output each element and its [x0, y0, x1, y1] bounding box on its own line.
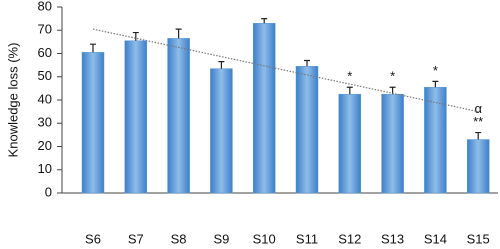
- bar: [466, 139, 490, 194]
- y-axis-label: Knowledge loss (%): [5, 43, 20, 158]
- error-bar: [132, 31, 139, 41]
- annotation: *: [347, 69, 352, 84]
- x-tick-label: S13: [381, 231, 404, 246]
- error-bar: [261, 18, 268, 24]
- bar: [210, 68, 233, 194]
- bar: [167, 38, 190, 194]
- x-tick-label: S10: [253, 231, 276, 246]
- trend-line: [92, 28, 479, 113]
- bar: [81, 52, 105, 194]
- error-bar: [475, 131, 482, 140]
- y-tick-label: 70: [38, 22, 52, 37]
- bar: [252, 23, 276, 194]
- annotation: α: [474, 101, 482, 116]
- bar: [381, 93, 404, 194]
- y-tick-label: 10: [38, 161, 52, 176]
- annotation: *: [390, 69, 395, 84]
- y-tick-label: 60: [38, 45, 52, 60]
- x-tick-label: S15: [467, 231, 490, 246]
- x-tick-label: S14: [424, 231, 447, 246]
- bar: [424, 86, 447, 194]
- x-tick-label: S7: [128, 231, 144, 246]
- error-bar: [90, 43, 96, 53]
- x-tick-label: S11: [296, 231, 318, 246]
- bar: [295, 66, 319, 194]
- x-tick-label: S9: [213, 231, 229, 246]
- error-bar: [432, 80, 439, 88]
- bar: [338, 93, 362, 194]
- y-tick-label: 40: [38, 91, 52, 106]
- annotation: *: [433, 63, 438, 78]
- y-tick-label: 0: [45, 184, 52, 199]
- error-bar: [175, 28, 182, 39]
- x-tick-label: S8: [171, 231, 187, 246]
- y-tick-label: 20: [38, 138, 52, 153]
- annotation: **: [473, 114, 483, 129]
- error-bar: [346, 86, 353, 95]
- y-tick-label: 50: [38, 68, 52, 83]
- x-tick-label: S12: [338, 231, 361, 246]
- x-tick-label: S6: [85, 231, 101, 246]
- error-bar: [304, 59, 310, 67]
- error-bar: [218, 61, 225, 69]
- y-tick-label: 30: [38, 115, 52, 130]
- bar: [124, 40, 148, 194]
- y-tick-label: 80: [38, 0, 52, 13]
